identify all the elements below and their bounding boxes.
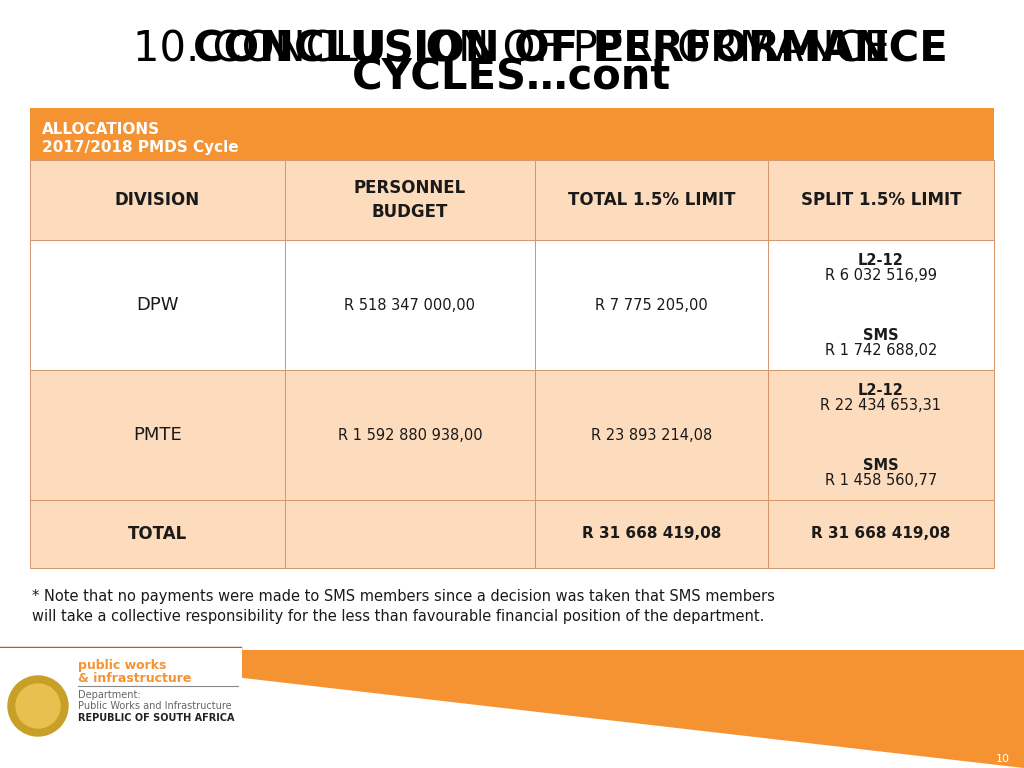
Polygon shape <box>0 650 1024 768</box>
Text: L2-12: L2-12 <box>858 383 904 398</box>
Text: * Note that no payments were made to SMS members since a decision was taken that: * Note that no payments were made to SMS… <box>32 588 775 604</box>
Bar <box>768 240 994 370</box>
Text: Public Works and Infrastructure: Public Works and Infrastructure <box>78 701 231 711</box>
Text: CYCLES…cont: CYCLES…cont <box>352 57 672 99</box>
Bar <box>535 160 768 240</box>
Text: R 1 742 688,02: R 1 742 688,02 <box>824 343 937 358</box>
Bar <box>30 240 285 370</box>
Text: 10: 10 <box>996 754 1010 764</box>
Bar <box>535 500 768 568</box>
Bar <box>535 240 768 370</box>
Bar <box>30 160 285 240</box>
Text: DPW: DPW <box>136 296 179 314</box>
Text: DIVISION: DIVISION <box>115 191 200 209</box>
Text: & infrastructure: & infrastructure <box>78 671 191 684</box>
Text: R 22 434 653,31: R 22 434 653,31 <box>820 398 941 413</box>
Text: 2017/2018 PMDS Cycle: 2017/2018 PMDS Cycle <box>42 140 239 155</box>
Text: TOTAL: TOTAL <box>128 525 187 543</box>
Circle shape <box>16 684 60 728</box>
Bar <box>0 648 242 768</box>
Text: R 518 347 000,00: R 518 347 000,00 <box>344 297 475 313</box>
Text: SPLIT 1.5% LIMIT: SPLIT 1.5% LIMIT <box>801 191 962 209</box>
Text: SMS: SMS <box>863 458 899 473</box>
Text: ALLOCATIONS: ALLOCATIONS <box>42 122 160 137</box>
Bar <box>285 240 535 370</box>
Text: will take a collective responsibility for the less than favourable financial pos: will take a collective responsibility fo… <box>32 608 764 624</box>
Bar <box>30 108 994 160</box>
Text: 10. CONCLUSION OF PERFORMANCE: 10. CONCLUSION OF PERFORMANCE <box>133 29 891 71</box>
Text: R 23 893 214,08: R 23 893 214,08 <box>591 428 712 442</box>
Text: R 1 458 560,77: R 1 458 560,77 <box>825 473 937 488</box>
Bar <box>285 160 535 240</box>
Bar <box>535 370 768 500</box>
Text: PMTE: PMTE <box>133 426 182 444</box>
Bar <box>768 370 994 500</box>
Circle shape <box>8 676 68 736</box>
Bar <box>30 370 285 500</box>
Bar <box>285 370 535 500</box>
Bar <box>768 160 994 240</box>
Text: Department:: Department: <box>78 690 140 700</box>
Bar <box>285 500 535 568</box>
Text: R 7 775 205,00: R 7 775 205,00 <box>595 297 708 313</box>
Text: R 6 032 516,99: R 6 032 516,99 <box>825 268 937 283</box>
Text: CONCLUSION OF PERFORMANCE: CONCLUSION OF PERFORMANCE <box>77 29 947 71</box>
Text: R 1 592 880 938,00: R 1 592 880 938,00 <box>338 428 482 442</box>
Text: public works: public works <box>78 658 166 671</box>
Text: TOTAL 1.5% LIMIT: TOTAL 1.5% LIMIT <box>567 191 735 209</box>
Bar <box>768 500 994 568</box>
Text: L2-12: L2-12 <box>858 253 904 268</box>
Text: R 31 668 419,08: R 31 668 419,08 <box>811 527 950 541</box>
Text: SMS: SMS <box>863 328 899 343</box>
Text: R 31 668 419,08: R 31 668 419,08 <box>582 527 721 541</box>
Text: PERSONNEL
BUDGET: PERSONNEL BUDGET <box>354 179 466 221</box>
Bar <box>30 500 285 568</box>
Text: REPUBLIC OF SOUTH AFRICA: REPUBLIC OF SOUTH AFRICA <box>78 713 234 723</box>
